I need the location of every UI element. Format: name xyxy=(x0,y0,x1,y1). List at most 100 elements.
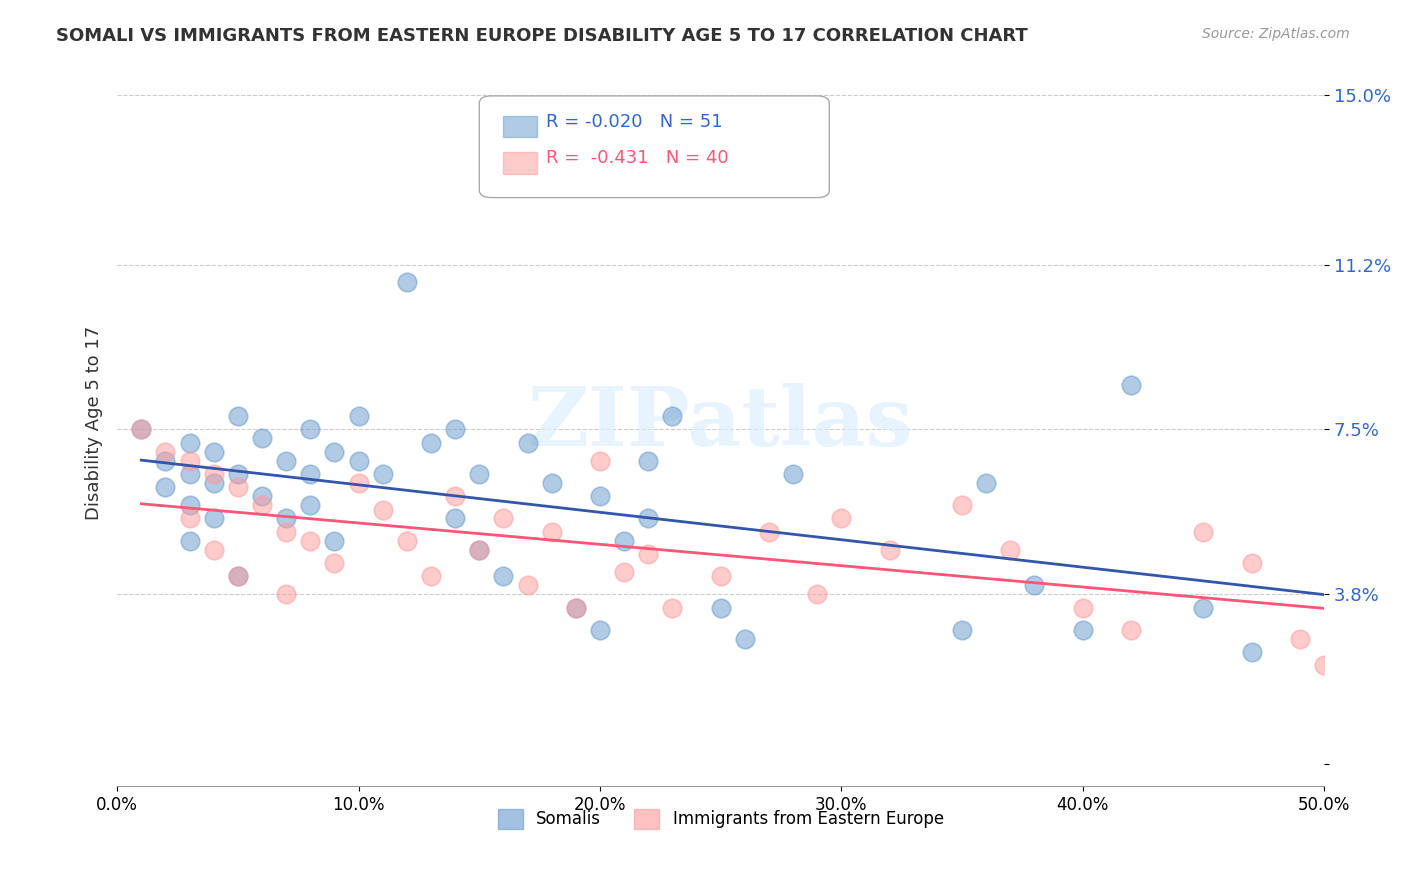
Point xyxy=(974,475,997,490)
Point xyxy=(347,409,370,423)
Point xyxy=(347,475,370,490)
Point xyxy=(1071,600,1094,615)
Point xyxy=(420,435,443,450)
Point xyxy=(1289,632,1312,646)
Point xyxy=(806,587,828,601)
Point xyxy=(347,453,370,467)
FancyBboxPatch shape xyxy=(479,96,830,197)
Point xyxy=(782,467,804,481)
Point xyxy=(155,480,177,494)
Point xyxy=(299,533,322,548)
Point xyxy=(1192,600,1215,615)
Point xyxy=(1240,645,1263,659)
Point xyxy=(710,569,733,583)
Point xyxy=(468,542,491,557)
Point xyxy=(468,542,491,557)
Point xyxy=(179,533,201,548)
Point xyxy=(202,511,225,525)
Point xyxy=(734,632,756,646)
Point xyxy=(492,569,515,583)
Point xyxy=(565,600,588,615)
Point xyxy=(323,556,346,570)
Point xyxy=(250,498,273,512)
Point xyxy=(202,467,225,481)
Point xyxy=(589,623,612,637)
Point xyxy=(179,467,201,481)
Point xyxy=(155,453,177,467)
Point xyxy=(950,498,973,512)
Point xyxy=(179,435,201,450)
Bar xyxy=(503,152,537,174)
Point xyxy=(395,276,418,290)
Point xyxy=(226,480,249,494)
Point xyxy=(179,498,201,512)
Point xyxy=(1119,377,1142,392)
Point xyxy=(1071,623,1094,637)
Point xyxy=(420,569,443,583)
Point xyxy=(226,569,249,583)
Point xyxy=(202,475,225,490)
Y-axis label: Disability Age 5 to 17: Disability Age 5 to 17 xyxy=(86,326,103,520)
Text: ZIPatlas: ZIPatlas xyxy=(527,383,914,463)
Point xyxy=(250,489,273,503)
Point xyxy=(516,435,538,450)
Point xyxy=(131,422,153,436)
Point xyxy=(540,475,562,490)
Point xyxy=(1192,524,1215,539)
Point xyxy=(299,498,322,512)
Point xyxy=(1024,578,1046,592)
Point xyxy=(661,600,683,615)
Text: SOMALI VS IMMIGRANTS FROM EASTERN EUROPE DISABILITY AGE 5 TO 17 CORRELATION CHAR: SOMALI VS IMMIGRANTS FROM EASTERN EUROPE… xyxy=(56,27,1028,45)
Point xyxy=(179,511,201,525)
Point xyxy=(226,409,249,423)
Point xyxy=(155,444,177,458)
Point xyxy=(444,489,467,503)
Point xyxy=(323,533,346,548)
Point xyxy=(131,422,153,436)
Point xyxy=(710,600,733,615)
Text: Source: ZipAtlas.com: Source: ZipAtlas.com xyxy=(1202,27,1350,41)
Point xyxy=(492,511,515,525)
Point xyxy=(1119,623,1142,637)
Legend: Somalis, Immigrants from Eastern Europe: Somalis, Immigrants from Eastern Europe xyxy=(491,802,950,836)
Point xyxy=(299,467,322,481)
Point xyxy=(516,578,538,592)
Point xyxy=(565,600,588,615)
Point xyxy=(758,524,780,539)
Point xyxy=(589,489,612,503)
Point xyxy=(637,511,659,525)
Point xyxy=(371,502,394,516)
Point xyxy=(1000,542,1022,557)
Point xyxy=(299,422,322,436)
Point xyxy=(637,547,659,561)
Point xyxy=(540,524,562,539)
Point xyxy=(371,467,394,481)
Point xyxy=(661,409,683,423)
Point xyxy=(1313,658,1336,673)
Point xyxy=(613,533,636,548)
Point xyxy=(444,511,467,525)
Point xyxy=(637,453,659,467)
Point xyxy=(395,533,418,548)
Point xyxy=(276,453,298,467)
Text: R = -0.020   N = 51: R = -0.020 N = 51 xyxy=(546,113,723,131)
Point xyxy=(950,623,973,637)
Point xyxy=(323,444,346,458)
Point xyxy=(468,467,491,481)
Point xyxy=(589,453,612,467)
Point xyxy=(879,542,901,557)
Point xyxy=(202,444,225,458)
Point xyxy=(276,524,298,539)
Point xyxy=(830,511,852,525)
Point xyxy=(276,511,298,525)
Point xyxy=(444,422,467,436)
Point xyxy=(613,565,636,579)
Point xyxy=(250,431,273,445)
Point xyxy=(202,542,225,557)
Point xyxy=(179,453,201,467)
Point xyxy=(276,587,298,601)
Point xyxy=(226,569,249,583)
Text: R =  -0.431   N = 40: R = -0.431 N = 40 xyxy=(546,150,728,168)
Bar xyxy=(503,116,537,137)
Point xyxy=(226,467,249,481)
